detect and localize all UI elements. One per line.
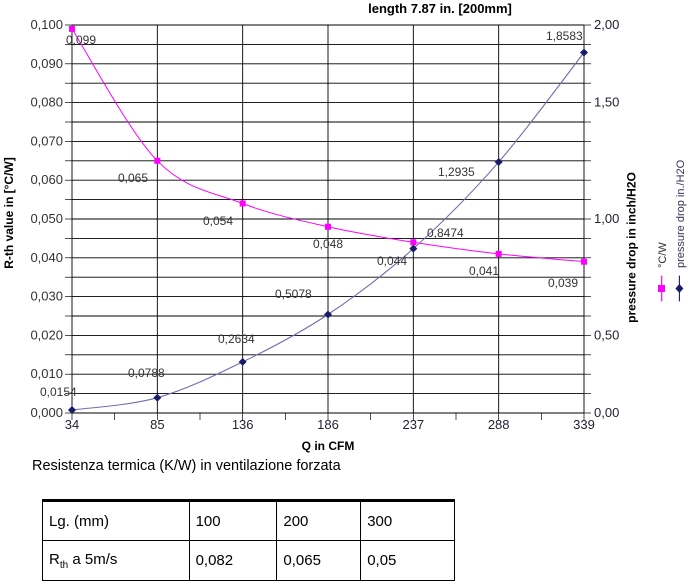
- svg-text:288: 288: [488, 417, 510, 432]
- svg-text:1,00: 1,00: [594, 211, 619, 226]
- svg-text:0,060: 0,060: [30, 172, 63, 187]
- svg-text:2,00: 2,00: [594, 17, 619, 32]
- svg-text:1,50: 1,50: [594, 95, 619, 110]
- svg-text:0,00: 0,00: [594, 405, 619, 420]
- svg-text:1,8583: 1,8583: [546, 29, 583, 43]
- svg-text:length 7.87 in. [200mm]: length 7.87 in. [200mm]: [368, 1, 512, 16]
- svg-text:34: 34: [65, 417, 79, 432]
- svg-text:0,070: 0,070: [30, 133, 63, 148]
- svg-text:0,040: 0,040: [30, 250, 63, 265]
- svg-text:0,050: 0,050: [30, 211, 63, 226]
- svg-text:0,041: 0,041: [469, 264, 499, 278]
- svg-text:136: 136: [232, 417, 254, 432]
- svg-text:0,0788: 0,0788: [128, 366, 165, 380]
- svg-text:0,010: 0,010: [30, 366, 63, 381]
- svg-text:0,044: 0,044: [377, 254, 407, 268]
- svg-text:0,054: 0,054: [203, 214, 233, 228]
- svg-text:R-th value in [°C/W]: R-th value in [°C/W]: [2, 157, 16, 268]
- svg-text:339: 339: [573, 417, 595, 432]
- svg-text:pressure drop in./H2O: pressure drop in./H2O: [675, 159, 687, 268]
- svg-text:0,099: 0,099: [66, 33, 96, 47]
- svg-text:0,030: 0,030: [30, 289, 63, 304]
- svg-text:0,048: 0,048: [313, 237, 343, 251]
- svg-text:°C/W: °C/W: [657, 242, 669, 268]
- svg-text:0,080: 0,080: [30, 95, 63, 110]
- svg-text:237: 237: [402, 417, 424, 432]
- svg-text:0,5078: 0,5078: [275, 287, 312, 301]
- svg-text:0,020: 0,020: [30, 327, 63, 342]
- svg-text:1,2935: 1,2935: [438, 165, 475, 179]
- svg-text:0,0154: 0,0154: [40, 385, 77, 399]
- svg-text:pressure drop in inch/H2O: pressure drop in inch/H2O: [625, 172, 639, 323]
- svg-text:0,8474: 0,8474: [427, 226, 464, 240]
- svg-text:0,039: 0,039: [548, 276, 578, 290]
- svg-text:85: 85: [150, 417, 164, 432]
- svg-text:0,090: 0,090: [30, 56, 63, 71]
- svg-text:0,2634: 0,2634: [218, 332, 255, 346]
- svg-text:0,065: 0,065: [118, 171, 148, 185]
- svg-text:186: 186: [317, 417, 339, 432]
- svg-text:0,50: 0,50: [594, 327, 619, 342]
- svg-text:0,100: 0,100: [30, 17, 63, 32]
- svg-text:Q in CFM: Q in CFM: [302, 439, 355, 453]
- svg-text:0,000: 0,000: [30, 405, 63, 420]
